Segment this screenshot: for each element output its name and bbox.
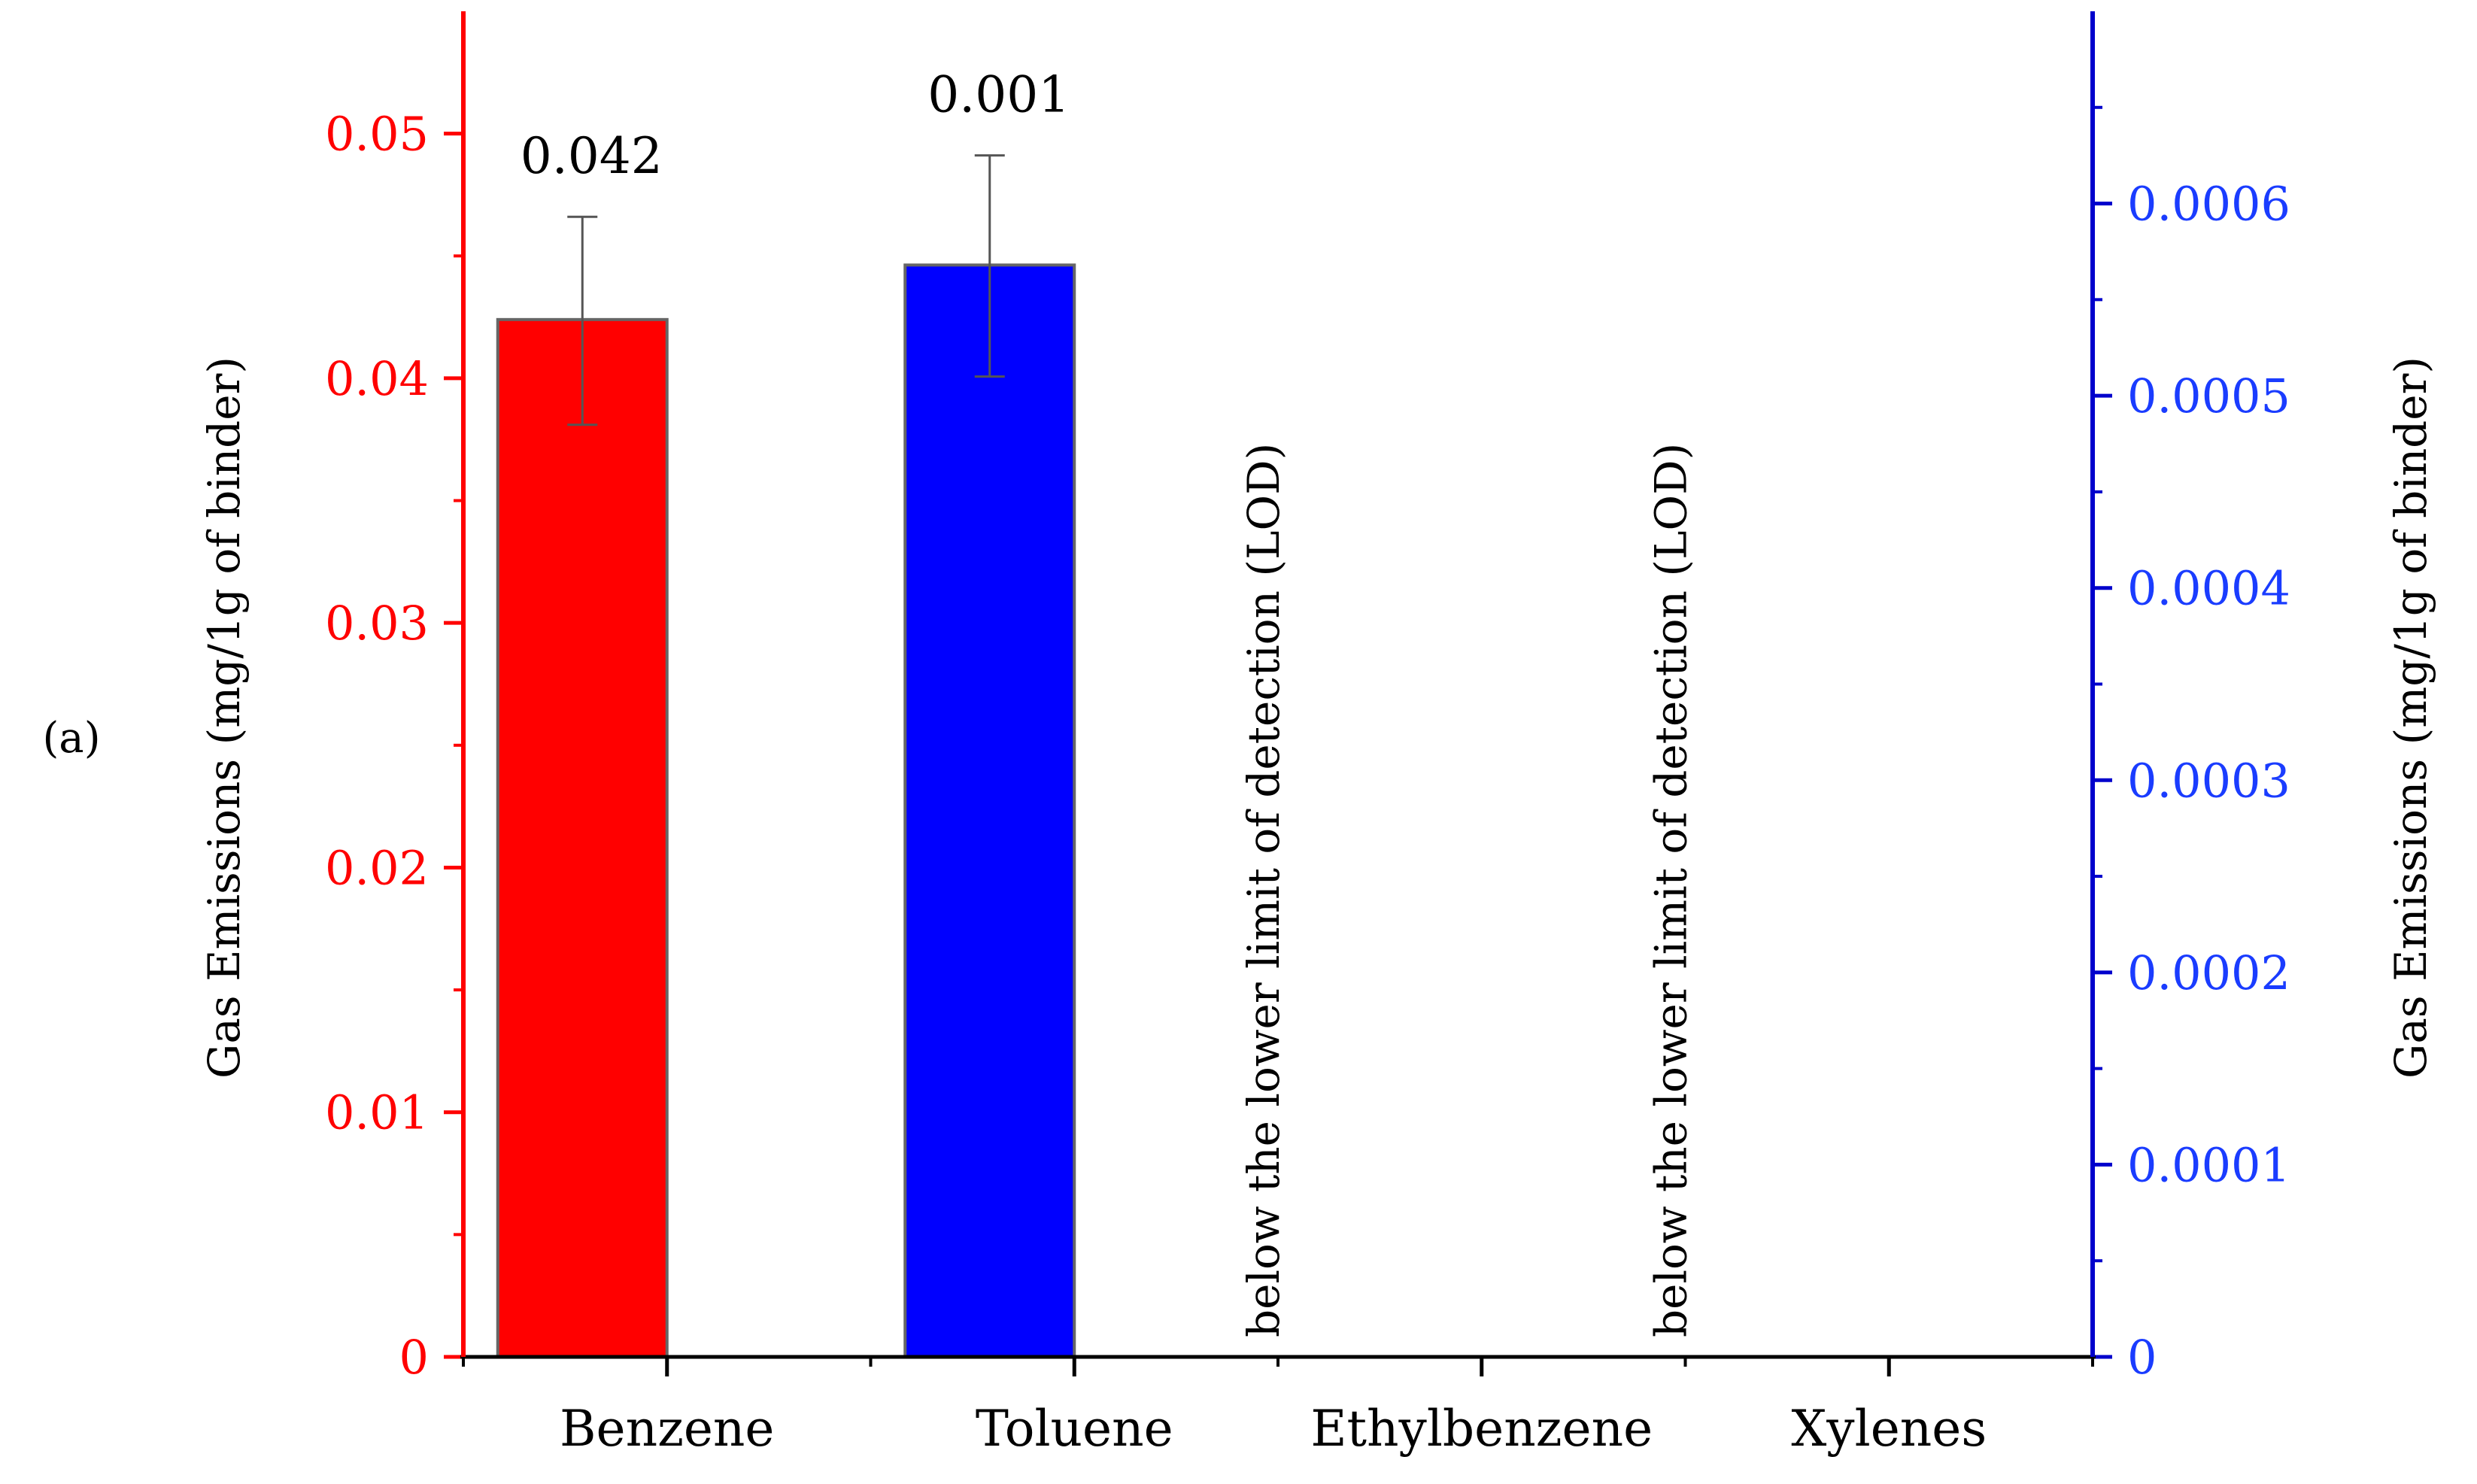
left-axis-ticks: 0 0.01 0.02 0.03 0.04 0.05 [325, 107, 463, 1385]
right-tick-label: 0.0005 [2127, 369, 2290, 423]
left-tick-label: 0.03 [325, 596, 429, 651]
bar [903, 263, 1076, 1359]
lod-annotation: below the lower limit of detection (LOD) [1238, 443, 1289, 1337]
right-tick-label: 0.0003 [2127, 753, 2290, 808]
category-label: Toluene [976, 1400, 1173, 1458]
category-label: Ethylbenzene [1310, 1400, 1653, 1458]
category-label: Benzene [560, 1400, 774, 1458]
category-label: Xylenes [1791, 1400, 1987, 1458]
right-axis-title: Gas Emissions (mg/1g of binder) [2385, 357, 2436, 1079]
bars: 0.042 0.001 [496, 66, 1076, 1359]
right-axis-ticks: 0 0.0001 0.0002 0.0003 0.0004 0.0005 0.0006 [2093, 105, 2290, 1385]
left-tick-label: 0.01 [325, 1085, 429, 1140]
panel-label: (a) [42, 714, 100, 763]
right-tick-label: 0.0006 [2127, 177, 2290, 232]
annotations: below the lower limit of detection (LOD)… [1238, 443, 1697, 1337]
bar-data-label: 0.001 [927, 66, 1070, 124]
right-tick-label: 0.0001 [2127, 1137, 2290, 1192]
left-tick-label: 0.04 [325, 351, 429, 406]
lod-annotation: below the lower limit of detection (LOD) [1645, 443, 1696, 1337]
left-tick-label: 0.02 [325, 840, 429, 895]
right-tick-label: 0.0004 [2127, 561, 2290, 616]
bar [496, 317, 669, 1358]
left-tick-label: 0 [399, 1330, 429, 1385]
right-tick-label: 0 [2127, 1330, 2157, 1385]
left-tick-label: 0.05 [325, 107, 429, 162]
category-labels: Benzene Toluene Ethylbenzene Xylenes [462, 1357, 2094, 1458]
right-tick-label: 0.0002 [2127, 945, 2290, 1000]
left-axis-title: Gas Emissions (mg/1g of binder) [199, 357, 250, 1079]
bar-data-label: 0.042 [521, 127, 663, 185]
